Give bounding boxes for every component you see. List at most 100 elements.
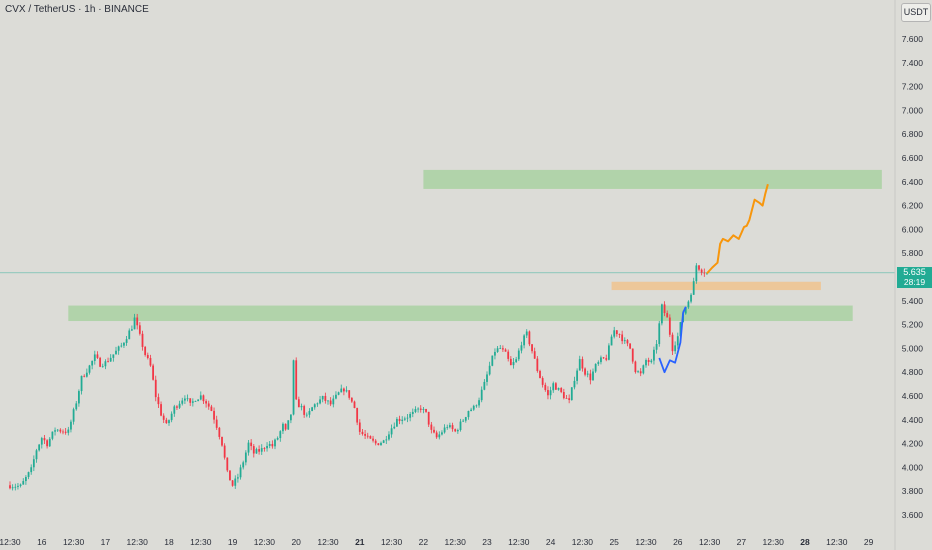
- y-tick-label: 7.000: [902, 105, 924, 115]
- candle-body: [38, 444, 41, 451]
- candle-body: [184, 398, 186, 401]
- candle-body: [250, 442, 253, 447]
- candle-body: [629, 343, 631, 349]
- candle-body: [335, 394, 337, 399]
- candle-body: [239, 467, 242, 478]
- candle-body: [274, 439, 276, 447]
- candle-body: [507, 351, 510, 359]
- x-tick-label: 12:30: [826, 537, 848, 547]
- y-tick-label: 5.400: [902, 296, 924, 306]
- candle-body: [562, 392, 565, 399]
- candle-body: [382, 440, 385, 443]
- candle-body: [456, 430, 459, 432]
- x-tick-label: 17: [101, 537, 111, 547]
- candle-body: [215, 419, 218, 428]
- candle-body: [470, 409, 472, 412]
- candle-body: [581, 359, 584, 369]
- candle-body: [78, 391, 80, 404]
- candle-body: [85, 372, 88, 377]
- drawn-path-line: [658, 306, 687, 374]
- candle-body: [11, 487, 14, 489]
- candle-body: [435, 432, 438, 438]
- candle-body: [178, 403, 181, 408]
- candle-body: [231, 480, 234, 486]
- candle-body: [655, 344, 658, 350]
- x-tick-label: 12:30: [317, 537, 339, 547]
- candle-body: [40, 438, 43, 445]
- candle-body: [361, 431, 364, 435]
- candle-body: [425, 408, 427, 412]
- candle-body: [197, 399, 200, 402]
- candle-body: [645, 360, 647, 366]
- x-tick-label: 18: [164, 537, 174, 547]
- candle-body: [547, 390, 549, 396]
- candle-body: [539, 370, 541, 379]
- candle-body: [684, 307, 687, 314]
- candle-body: [258, 449, 260, 452]
- candle-body: [70, 421, 72, 430]
- candle-body: [234, 478, 237, 486]
- candle-body: [46, 440, 48, 447]
- candle-body: [647, 360, 650, 363]
- candle-body: [271, 443, 274, 447]
- candle-body: [390, 428, 393, 435]
- candle-body: [512, 362, 515, 366]
- candle-body: [313, 404, 316, 408]
- candle-body: [613, 330, 616, 337]
- x-tick-label: 16: [37, 537, 47, 547]
- candle-body: [146, 354, 149, 358]
- candle-body: [380, 442, 382, 446]
- candle-body: [356, 408, 359, 423]
- candle-body: [637, 371, 639, 373]
- candle-body: [131, 329, 133, 331]
- candle-body: [454, 429, 457, 432]
- y-tick-label: 4.200: [902, 439, 924, 449]
- candle-body: [496, 348, 499, 352]
- candle-body: [668, 317, 671, 335]
- candle-body: [48, 438, 51, 447]
- y-tick-label: 7.200: [902, 82, 924, 92]
- candle-body: [252, 446, 255, 454]
- candle-body: [202, 395, 205, 402]
- candle-body: [555, 383, 557, 390]
- currency-button[interactable]: USDT: [901, 3, 931, 22]
- y-tick-label: 4.000: [902, 462, 924, 472]
- candle-body: [268, 443, 271, 446]
- candle-body: [168, 420, 170, 424]
- x-tick-label: 12:30: [763, 537, 785, 547]
- candle-body: [568, 398, 571, 401]
- x-tick-label: 20: [291, 537, 301, 547]
- candle-body: [64, 431, 67, 433]
- candle-body: [398, 418, 401, 421]
- candle-body: [597, 362, 600, 364]
- candle-body: [194, 401, 197, 402]
- x-tick-label: 19: [228, 537, 238, 547]
- candle-body: [586, 373, 589, 375]
- candle-body: [223, 445, 226, 458]
- y-tick-label: 7.400: [902, 58, 924, 68]
- candle-body: [403, 418, 406, 420]
- x-tick-label: 12:30: [445, 537, 467, 547]
- candle-body: [303, 406, 306, 415]
- candle-body: [244, 452, 247, 463]
- x-tick-label: 25: [609, 537, 619, 547]
- candle-body: [462, 420, 465, 422]
- candle-body: [287, 420, 290, 430]
- candle-body: [467, 411, 470, 418]
- y-tick-label: 3.600: [902, 510, 924, 520]
- candle-body: [419, 408, 422, 410]
- candle-body: [93, 354, 96, 361]
- candle-body: [205, 401, 207, 404]
- x-tick-label: 12:30: [254, 537, 276, 547]
- candle-body: [533, 351, 536, 359]
- candle-body: [340, 388, 343, 393]
- candle-body: [679, 322, 682, 337]
- candle-body: [517, 350, 520, 360]
- candle-body: [666, 313, 669, 318]
- candle-body: [343, 388, 345, 392]
- candle-body: [491, 355, 494, 366]
- x-tick-label: 26: [673, 537, 683, 547]
- x-tick-label: 12:30: [127, 537, 149, 547]
- candle-body: [59, 429, 62, 432]
